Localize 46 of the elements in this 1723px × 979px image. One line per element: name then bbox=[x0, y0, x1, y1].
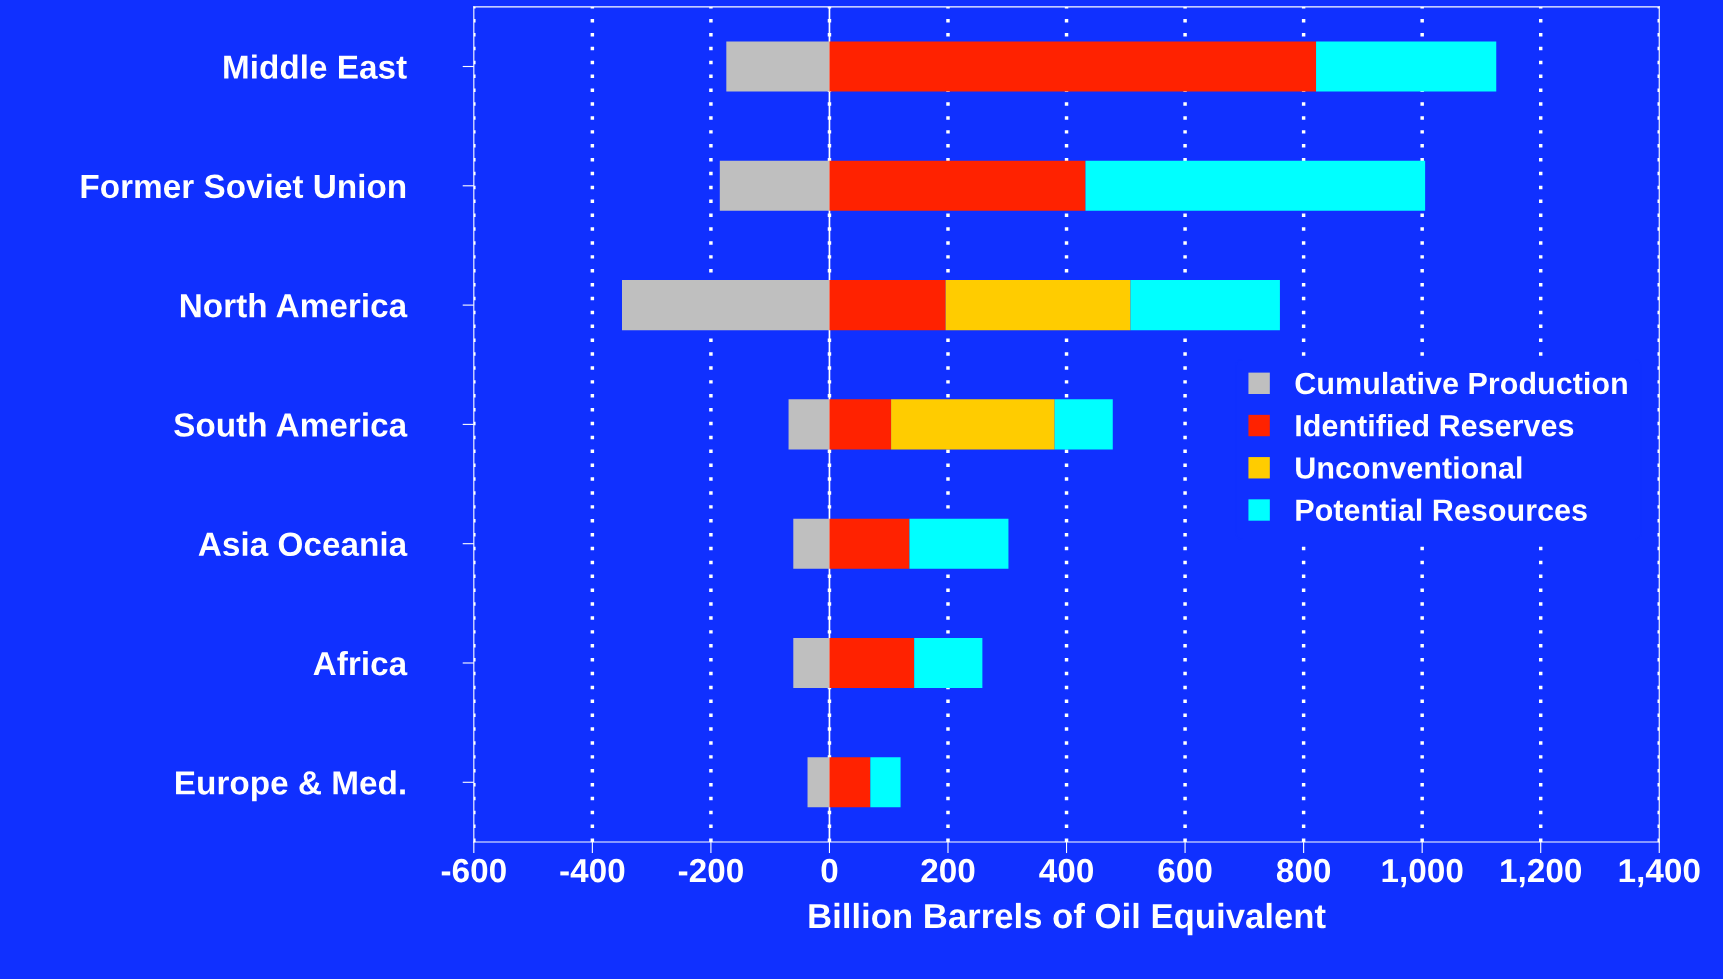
y-tick-label: South America bbox=[174, 412, 408, 437]
bar bbox=[622, 280, 830, 331]
y-tick-label: Europe & Med. bbox=[176, 770, 405, 802]
bar bbox=[829, 518, 910, 569]
legend-label: Unconventional bbox=[1296, 456, 1522, 479]
bar bbox=[870, 757, 901, 808]
bar bbox=[945, 280, 1131, 331]
x-axis-title: Billion Barrels of Oil Equivalent bbox=[809, 902, 1326, 936]
y-tick-label: Middle East bbox=[224, 54, 407, 79]
bar bbox=[1316, 41, 1497, 92]
x-tick-label: 0 bbox=[821, 858, 838, 883]
y-tick-label: Africa bbox=[313, 650, 408, 676]
x-tick-label: 400 bbox=[1039, 858, 1093, 883]
bar bbox=[788, 399, 830, 450]
bar bbox=[829, 280, 946, 331]
bar bbox=[909, 518, 1009, 569]
x-tick-label: 1,400 bbox=[1619, 858, 1700, 888]
x-tick-label: 200 bbox=[921, 858, 975, 883]
x-tick-label: -200 bbox=[678, 858, 743, 883]
bar bbox=[829, 160, 1086, 211]
y-tick-label: Former Soviet Union bbox=[81, 173, 406, 199]
bar bbox=[793, 518, 830, 569]
bar bbox=[829, 637, 915, 689]
bar bbox=[1130, 280, 1280, 331]
bar bbox=[807, 757, 830, 808]
legend-label: Cumulative Production bbox=[1295, 371, 1627, 395]
bar bbox=[891, 399, 1055, 450]
bar bbox=[914, 637, 983, 689]
legend-label: Potential Resources bbox=[1296, 498, 1587, 521]
bar bbox=[829, 399, 892, 450]
x-tick-label: -400 bbox=[560, 858, 625, 883]
bar bbox=[1085, 160, 1426, 211]
bar bbox=[719, 160, 830, 211]
x-tick-label: 800 bbox=[1276, 858, 1331, 883]
x-tick-label: 600 bbox=[1158, 858, 1212, 883]
bar bbox=[1054, 399, 1113, 450]
x-tick-label: 1,200 bbox=[1501, 858, 1582, 888]
bar bbox=[793, 637, 830, 689]
legend-label: Identified Reserves bbox=[1296, 414, 1574, 437]
y-tick-label: Asia Oceania bbox=[198, 531, 408, 557]
bar bbox=[829, 757, 871, 808]
bar bbox=[726, 41, 830, 92]
x-tick-label: -600 bbox=[441, 858, 506, 883]
x-tick-label: 1,000 bbox=[1382, 858, 1463, 888]
y-tick-label: North America bbox=[180, 293, 408, 318]
bar bbox=[829, 41, 1317, 92]
